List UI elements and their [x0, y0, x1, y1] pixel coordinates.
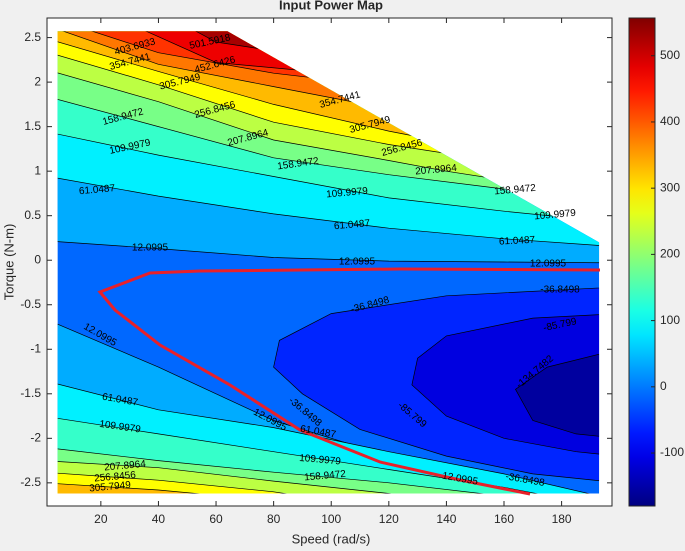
contour-label: 305.7949	[89, 480, 132, 495]
axes-box	[46, 17, 613, 507]
y-tick-label: 0	[34, 252, 41, 266]
x-tick-label: 140	[436, 512, 456, 526]
colorbar-tick-label: -100	[660, 445, 684, 459]
contour-label: 158.9472	[304, 469, 347, 484]
contour-label: 109.9979	[299, 453, 342, 468]
contour-label: 61.0487	[334, 218, 371, 232]
y-tick-label: 0.5	[24, 208, 41, 222]
y-axis-label: Torque (N-m)	[1, 224, 16, 301]
x-tick-label: 20	[94, 512, 108, 526]
contour-band	[57, 471, 390, 494]
y-tick-label: -1	[30, 341, 41, 355]
x-tick-label: 180	[552, 512, 572, 526]
x-tick-label: 120	[379, 512, 399, 526]
contour-label: 109.9979	[534, 208, 577, 223]
y-tick-label: -1.5	[20, 386, 41, 400]
contour-label: 12.0995	[339, 257, 376, 268]
contour-label: 207.8964	[104, 459, 147, 474]
contour-label: 12.0995	[530, 259, 567, 270]
x-tick-label: 40	[152, 512, 166, 526]
contour-band	[57, 482, 332, 494]
y-tick-label: -2.5	[20, 475, 41, 489]
colorbar	[628, 17, 656, 507]
y-tick-label: 1	[34, 163, 41, 177]
y-tick-label: -0.5	[20, 297, 41, 311]
x-tick-label: 60	[209, 512, 223, 526]
contour-label: 109.9979	[326, 186, 369, 201]
colorbar-tick-label: 400	[660, 114, 680, 128]
contour-label: 61.0487	[499, 235, 536, 248]
y-tick-label: 2.5	[24, 30, 41, 44]
x-axis-label: Speed (rad/s)	[292, 531, 371, 546]
contour-band	[57, 460, 505, 494]
x-tick-label: 80	[267, 512, 281, 526]
contour-label: 12.0995	[132, 243, 169, 254]
highlight-contour	[97, 267, 601, 496]
colorbar-tick-label: 200	[660, 247, 680, 261]
contour-label: 61.0487	[79, 183, 116, 197]
contour-label: 256.8456	[94, 470, 137, 485]
contour-label: 158.9472	[494, 183, 537, 198]
colorbar-tick-label: 500	[660, 48, 680, 62]
contour-label: 207.8964	[415, 163, 458, 178]
x-tick-label: 100	[321, 512, 341, 526]
chart-title: Input Power Map	[279, 0, 383, 12]
y-tick-label: 1.5	[24, 119, 41, 133]
y-tick-label: -2	[30, 430, 41, 444]
y-tick-label: 2	[34, 74, 41, 88]
x-tick-label: 160	[494, 512, 514, 526]
contour-band	[515, 348, 600, 439]
colorbar-tick-label: 300	[660, 180, 680, 194]
colorbar-tick-label: 100	[660, 313, 680, 327]
contour-label: -36.8498	[540, 285, 580, 296]
colorbar-tick-label: 0	[660, 379, 667, 393]
